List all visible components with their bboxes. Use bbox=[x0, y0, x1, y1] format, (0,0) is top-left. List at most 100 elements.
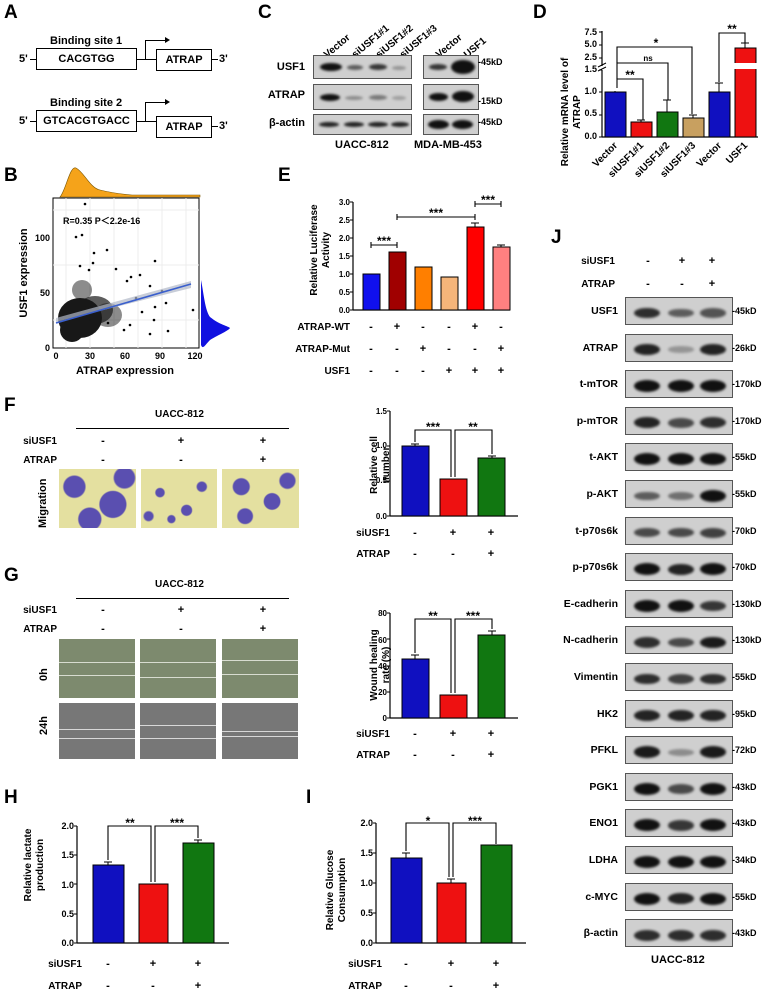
sign: - bbox=[421, 321, 425, 333]
kd-marker: -170kD bbox=[732, 379, 762, 390]
condition-label: ATRAP bbox=[23, 624, 57, 635]
blot-actin-right bbox=[423, 114, 479, 135]
kd-marker: -170kD bbox=[732, 415, 762, 426]
sign: + bbox=[259, 435, 267, 447]
sign: + bbox=[497, 365, 505, 377]
svg-text:120: 120 bbox=[187, 351, 202, 361]
panel-label-a: A bbox=[4, 2, 18, 23]
condition-label: siUSF1 bbox=[48, 959, 82, 970]
sign: - bbox=[413, 548, 417, 560]
blot-strip bbox=[625, 772, 733, 801]
sign: + bbox=[449, 728, 457, 740]
sign: + bbox=[487, 527, 495, 539]
svg-text:***: *** bbox=[466, 609, 480, 623]
blot-strip bbox=[625, 626, 733, 655]
sign: + bbox=[194, 980, 202, 992]
sign: - bbox=[395, 343, 399, 355]
tss-arrow-icon bbox=[145, 102, 167, 103]
row-label-migration: Migration bbox=[37, 478, 49, 529]
row-label: t-mTOR bbox=[579, 378, 618, 391]
blot-usf1-right bbox=[423, 55, 479, 79]
row-label: ATRAP bbox=[582, 341, 618, 354]
dna-line bbox=[30, 121, 37, 122]
cell-line-label: UACC-812 bbox=[155, 409, 204, 420]
blot-strip bbox=[625, 882, 733, 911]
y-axis-label: Wound healingrate (%) bbox=[369, 629, 392, 700]
kd-marker: -70kD bbox=[732, 562, 757, 573]
sign: + bbox=[449, 527, 457, 539]
dna-line bbox=[136, 121, 156, 122]
svg-text:100: 100 bbox=[35, 233, 50, 243]
blot-strip bbox=[625, 333, 733, 362]
svg-text:0: 0 bbox=[45, 343, 50, 353]
dna-line bbox=[30, 59, 37, 60]
sign: - bbox=[101, 623, 105, 635]
svg-text:0: 0 bbox=[383, 714, 388, 723]
x-tick-labels: Vector siUSF1#1 siUSF1#2 siUSF1#3 Vector… bbox=[591, 140, 751, 180]
cell-line-label: UACC-812 bbox=[155, 579, 204, 590]
svg-text:**: ** bbox=[428, 609, 438, 623]
svg-text:0.5: 0.5 bbox=[376, 476, 388, 485]
panel-d-chart: Relative mRNA level ofATRAP 0.0 0.5 1.0 1.5… bbox=[560, 22, 758, 180]
sign: - bbox=[395, 365, 399, 377]
panel-label-i: I bbox=[306, 787, 312, 808]
svg-text:**: ** bbox=[727, 22, 737, 36]
sign: + bbox=[487, 749, 495, 761]
condition-label: siUSF1 bbox=[356, 729, 390, 740]
blot-strip bbox=[625, 406, 733, 435]
kd-marker: -15kD bbox=[478, 96, 503, 106]
binding-site-2-box: GTCACGTGACC bbox=[36, 110, 137, 132]
svg-text:2.5: 2.5 bbox=[339, 216, 351, 225]
y-axis-label: Relative LuciferaseActivity bbox=[309, 204, 332, 296]
sign: + bbox=[471, 321, 479, 333]
row-label: N-cadherin bbox=[563, 634, 618, 647]
panel-label-f: F bbox=[4, 395, 16, 416]
row-label: t-AKT bbox=[589, 451, 618, 464]
wound-image bbox=[59, 703, 135, 759]
svg-text:60: 60 bbox=[120, 351, 130, 361]
correlation-annotation: R=0.35 P＜2.2e-16 bbox=[63, 216, 140, 226]
sign: + bbox=[177, 604, 185, 616]
sign: - bbox=[447, 343, 451, 355]
blot-strip bbox=[625, 516, 733, 545]
wound-image bbox=[140, 639, 216, 698]
sign: - bbox=[421, 365, 425, 377]
binding-site-1-box: CACGTGG bbox=[36, 48, 137, 70]
svg-text:***: *** bbox=[170, 816, 184, 830]
sign: - bbox=[404, 958, 408, 970]
panel-e-chart: Relative LuciferaseActivity 0.0 0.5 1.0 1.5… bbox=[309, 193, 511, 315]
y-axis-label: Relative mRNA level ofATRAP bbox=[560, 57, 583, 166]
wound-image bbox=[222, 639, 298, 698]
sign: + bbox=[487, 548, 495, 560]
condition-label: siUSF1 bbox=[23, 605, 57, 616]
kd-marker: -72kD bbox=[732, 745, 757, 756]
kd-marker: -95kD bbox=[732, 708, 757, 719]
atrap-gene-box-1: ATRAP bbox=[156, 49, 212, 71]
condition-label: siUSF1 bbox=[23, 436, 57, 447]
svg-text:30: 30 bbox=[85, 351, 95, 361]
sign: + bbox=[492, 958, 500, 970]
kd-marker: -43kD bbox=[732, 781, 757, 792]
panel-f-chart: Relative cellnumber 0.00.51.01.5 *** ** bbox=[369, 407, 518, 521]
kd-marker: -43kD bbox=[732, 928, 757, 939]
panel-label-g: G bbox=[4, 565, 19, 586]
sign: + bbox=[177, 435, 185, 447]
row-label: PGK1 bbox=[589, 780, 618, 793]
dna-line bbox=[211, 59, 218, 60]
sign: + bbox=[259, 604, 267, 616]
blot-strip bbox=[625, 553, 733, 582]
blot-strip bbox=[625, 736, 733, 765]
svg-text:60: 60 bbox=[378, 636, 387, 645]
svg-text:5.0: 5.0 bbox=[584, 39, 597, 49]
panel-label-h: H bbox=[4, 787, 18, 808]
blot-strip bbox=[625, 663, 733, 691]
three-prime-2: 3' bbox=[219, 120, 228, 132]
sign: + bbox=[708, 278, 716, 290]
svg-text:2.5: 2.5 bbox=[584, 52, 597, 62]
sign: - bbox=[179, 623, 183, 635]
condition-label: siUSF1 bbox=[348, 959, 382, 970]
kd-marker: -34kD bbox=[732, 855, 757, 865]
condition-label: ATRAP bbox=[348, 981, 382, 992]
row-label-24h: 24h bbox=[38, 716, 50, 735]
blot-actin-left bbox=[313, 114, 412, 135]
